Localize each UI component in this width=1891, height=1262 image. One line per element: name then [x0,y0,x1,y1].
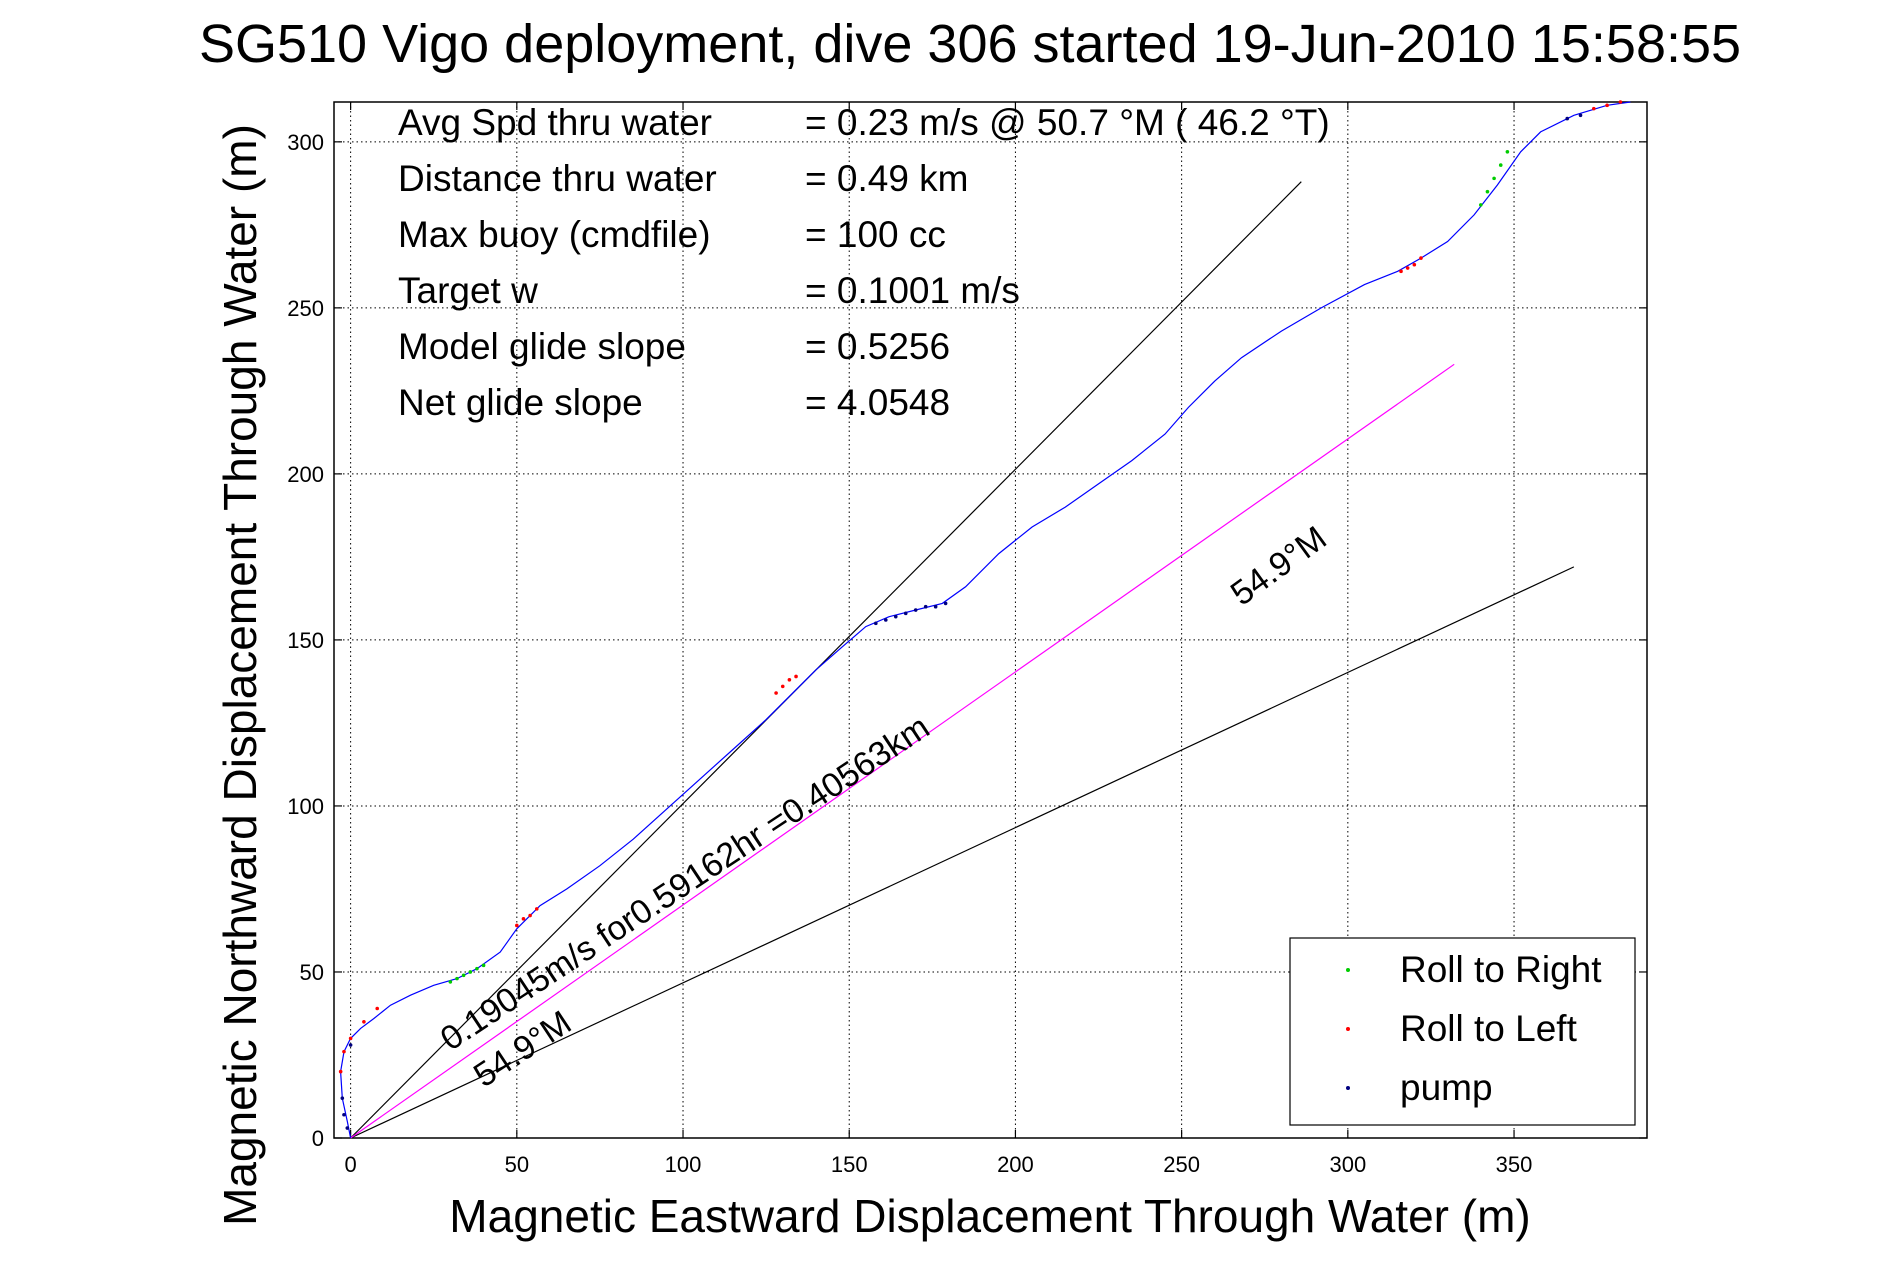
roll-left-marker [521,917,526,921]
current-line [350,363,1455,1139]
roll-left-marker [534,907,539,911]
x-tick-label: 100 [665,1152,702,1177]
roll-left-marker [1405,266,1410,270]
y-axis-ticks: 0 50 100 150 200 250 300 [287,130,1647,1151]
legend-entry: pump [1400,1067,1493,1108]
stat-value: = 0.49 km [805,158,969,199]
roll-left-marker [342,1049,346,1054]
pump-marker [883,618,888,622]
roll-right-marker [468,970,473,974]
stat-label: Avg Spd thru water [398,102,712,143]
stats-block: Avg Spd thru water = 0.23 m/s @ 50.7 °M (… [398,102,1330,423]
x-tick-label: 300 [1329,1152,1366,1177]
roll-left-marker [1412,262,1417,267]
heading-line [350,566,1575,1139]
roll-left-marker [1605,103,1609,108]
pump-marker [345,1126,350,1130]
y-axis-label: Magnetic Northward Displacement Through … [214,124,266,1226]
legend-swatch [1346,1086,1350,1090]
roll-right-marker [1498,163,1503,167]
x-tick-label: 0 [344,1152,356,1177]
roll-left-marker [787,677,792,682]
roll-left-marker [1419,256,1423,260]
pump-marker [923,604,928,609]
x-tick-label: 350 [1496,1152,1533,1177]
stat-value: = 0.5256 [805,326,950,367]
pump-marker [348,1043,353,1047]
x-tick-label: 250 [1163,1152,1200,1177]
pump-marker [342,1112,346,1117]
y-tick-label: 100 [287,794,324,819]
stat-value: = 4.0548 [805,382,950,423]
roll-left-marker [1592,106,1596,111]
pump-marker [943,601,948,606]
pump-marker [893,614,898,619]
roll-left-marker [1618,100,1623,104]
x-tick-label: 200 [997,1152,1034,1177]
roll-right-marker [448,980,453,984]
roll-right-marker [1505,150,1510,154]
stat-value: = 0.1001 m/s [805,270,1020,311]
x-axis-ticks: 0 50 100 150 200 250 300 350 [344,102,1532,1177]
x-tick-label: 50 [505,1152,529,1177]
x-axis-label: Magnetic Eastward Displacement Through W… [449,1190,1530,1242]
roll-left-marker [794,674,798,679]
roll-right-marker [475,966,479,971]
roll-right-marker [1485,189,1490,194]
roll-right-marker [455,976,459,981]
y-tick-label: 300 [287,130,324,155]
roll-right-marker [481,963,486,968]
stat-label: Distance thru water [398,158,717,199]
stat-value: = 100 cc [805,214,946,255]
pump-marker [340,1096,345,1100]
roll-right-marker [1492,176,1496,181]
stat-label: Target w [398,270,538,311]
roll-left-marker [338,1069,343,1074]
pump-marker [1565,116,1570,121]
y-tick-label: 150 [287,628,324,653]
pump-marker [903,611,908,616]
marker-series [338,100,1623,1130]
legend-swatch [1346,1027,1350,1031]
x-tick-label: 150 [831,1152,868,1177]
track-line [339,101,1631,1139]
stat-label: Model glide slope [398,326,686,367]
roll-left-marker [362,1019,366,1024]
grid [334,102,1647,1139]
y-tick-label: 250 [287,296,324,321]
roll-left-marker [774,691,778,695]
pump-marker [913,608,918,612]
stat-label: Net glide slope [398,382,643,423]
stat-label: Max buoy (cmdfile) [398,214,711,255]
y-tick-label: 0 [312,1126,324,1151]
roll-left-marker [375,1006,380,1011]
y-tick-label: 50 [300,960,324,985]
roll-left-marker [515,923,519,928]
stat-value: = 0.23 m/s @ 50.7 °M ( 46.2 °T) [805,102,1330,143]
track-series [339,101,1631,1139]
pump-marker [874,621,878,626]
y-tick-label: 200 [287,462,324,487]
legend: Roll to Right Roll to Left pump [1289,937,1636,1126]
roll-left-marker [528,913,532,918]
chart-title: SG510 Vigo deployment, dive 306 started … [199,14,1741,74]
legend-entry: Roll to Left [1400,1008,1578,1049]
plot-area: 0 50 100 150 200 250 300 350 0 50 100 150 200 250 300… [287,100,1648,1177]
roll-left-marker [780,684,785,689]
pump-marker [933,604,938,609]
legend-entry: Roll to Right [1400,949,1602,990]
roll-left-marker [1399,269,1403,274]
roll-left-marker [348,1036,353,1041]
heading-line [350,181,1302,1139]
legend-swatch [1346,968,1350,972]
pump-marker [1578,113,1583,118]
reference-lines [350,181,1575,1139]
roll-right-marker [1478,203,1483,207]
roll-right-marker [461,973,466,978]
